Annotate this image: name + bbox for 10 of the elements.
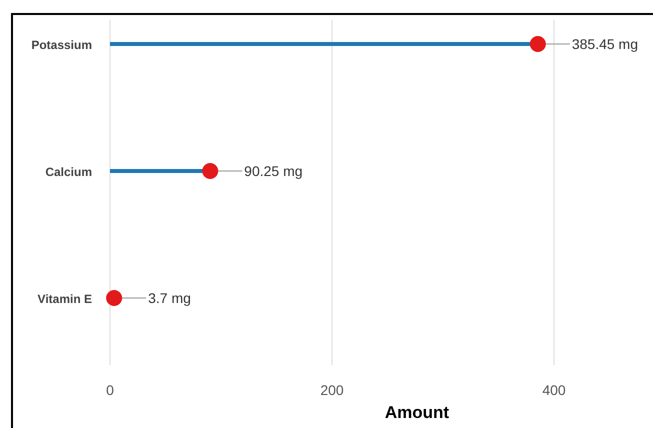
data-label: 385.45 mg [572,36,638,52]
y-tick-label: Potassium [31,38,92,52]
x-tick-label: 200 [320,382,344,398]
x-tick-label: 400 [542,382,566,398]
data-label: 90.25 mg [244,163,303,179]
data-label: 3.7 mg [148,290,191,306]
x-tick-label: 0 [106,382,114,398]
y-tick-label: Calcium [45,165,92,179]
y-tick-label: Vitamin E [38,292,92,306]
x-axis-title: Amount [384,403,450,422]
